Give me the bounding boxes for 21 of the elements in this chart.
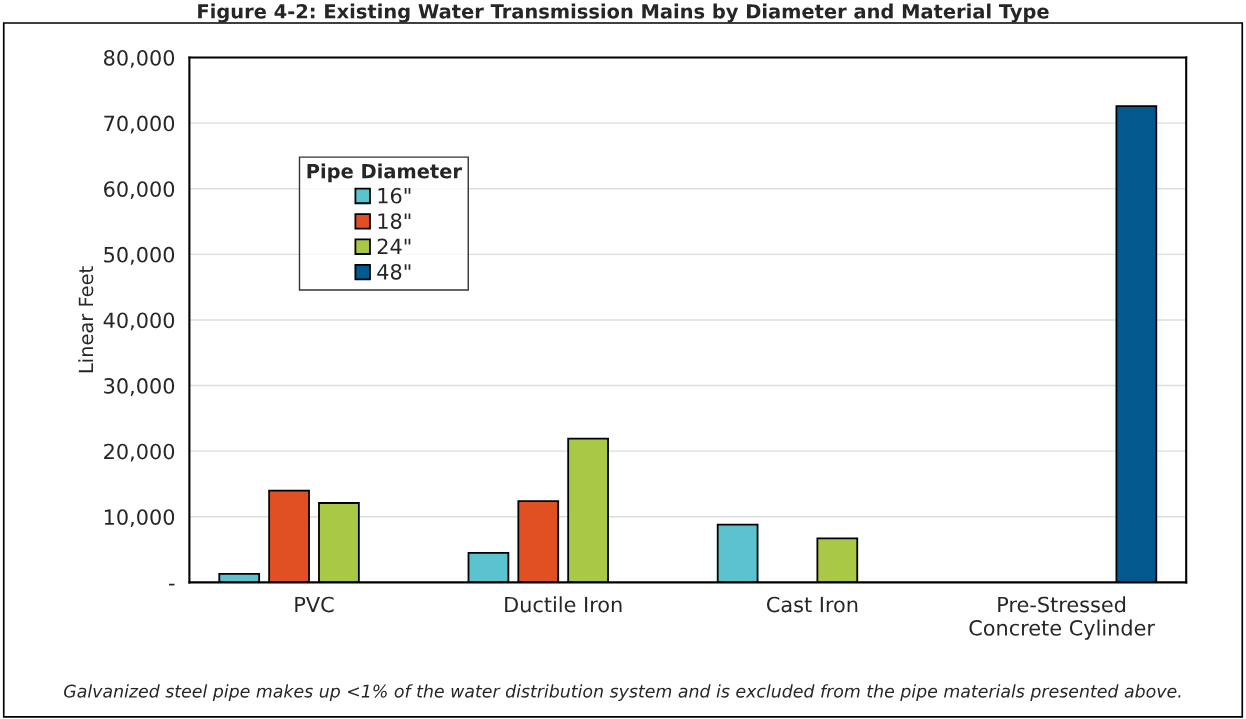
x-tick-label: Cast Iron (766, 596, 858, 613)
y-axis-title: Linear Feet (78, 266, 94, 373)
legend-label: 24" (377, 238, 411, 255)
legend-title: Pipe Diameter (307, 163, 462, 183)
legend-label: 16" (378, 187, 411, 204)
legend-label: 18" (378, 213, 411, 229)
legend-label: 48" (377, 263, 411, 280)
y-tick-label: 20,000 (104, 443, 175, 462)
x-tick-label: Pre-Stressed Concrete Cylinder (969, 596, 1155, 640)
y-tick-label: - (169, 583, 175, 586)
text: Galvanized steel pipe makes up <1% of the water distribution system and is excluded from the pipe materials presented above. (64, 684, 1181, 702)
y-tick-label: 80,000 (104, 49, 175, 68)
y-tick-label: 60,000 (104, 181, 175, 200)
y-tick-label: 50,000 (104, 246, 175, 265)
x-tick-label: PVC (295, 596, 334, 613)
y-tick-label: 70,000 (104, 115, 175, 134)
x-tick-label: Ductile Iron (505, 596, 622, 613)
y-tick-label: 10,000 (104, 509, 175, 528)
y-tick-label: 30,000 (104, 378, 175, 396)
y-tick-label: 40,000 (103, 312, 175, 331)
chart-title: Figure 4-2: Existing Water Transmission Mains by Diameter and Material Type (198, 3, 1049, 23)
